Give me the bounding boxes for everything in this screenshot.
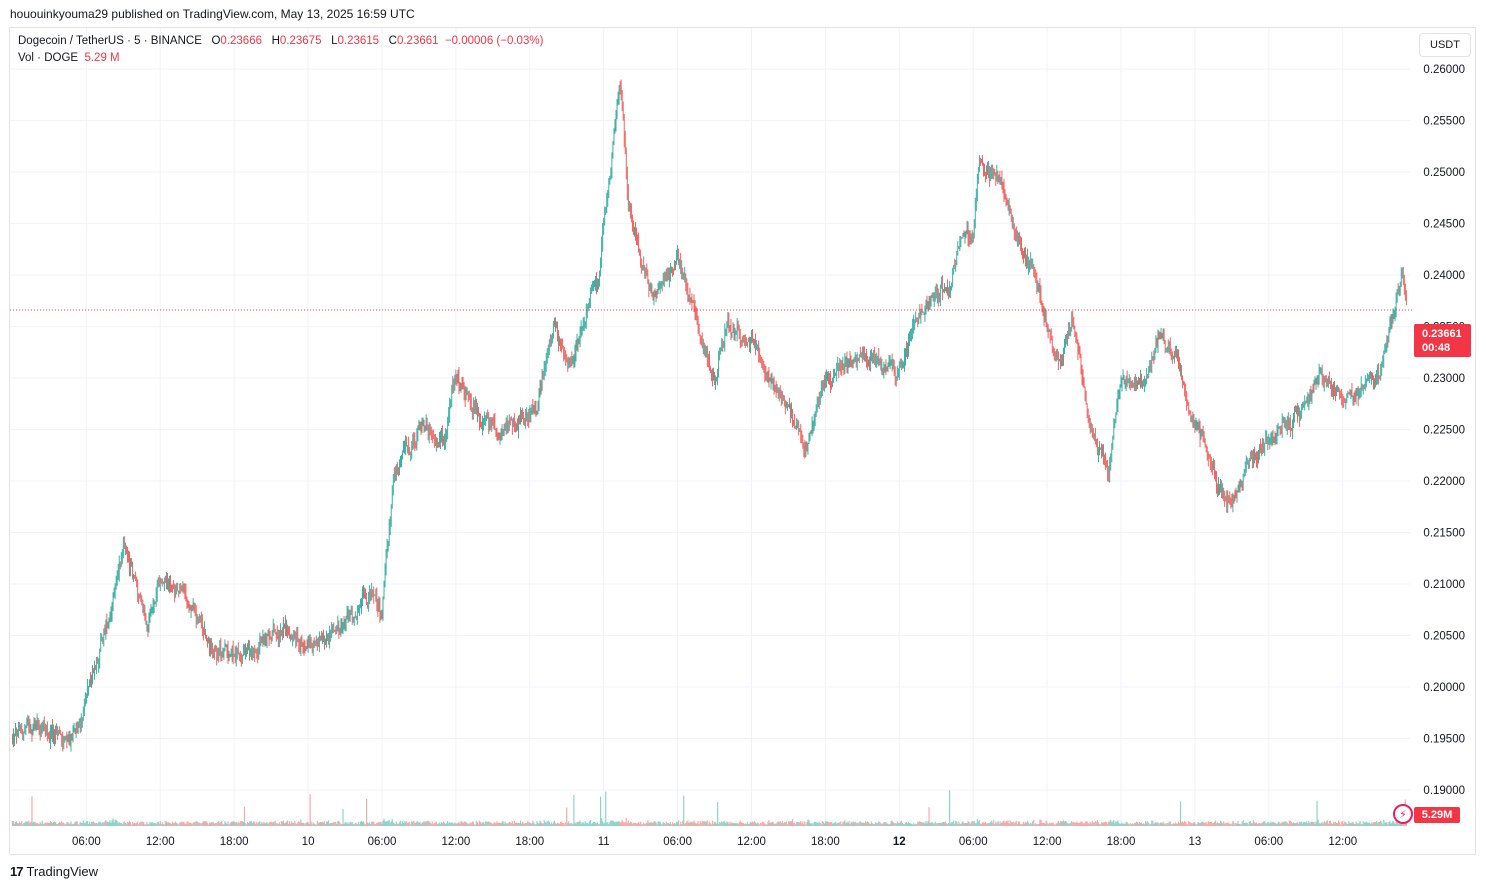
change-value: −0.00006 (−0.03%) <box>444 35 544 47</box>
x-tick-label: 06:00 <box>1254 836 1283 848</box>
high-value: 0.23675 <box>279 35 322 47</box>
x-tick-label: 10 <box>302 836 315 848</box>
y-tick-label: 0.21500 <box>1423 528 1465 540</box>
x-tick-label: 06:00 <box>72 836 101 848</box>
high-label: H <box>271 35 280 47</box>
y-tick-label: 0.19000 <box>1423 785 1465 797</box>
y-tick-label: 0.24500 <box>1423 219 1465 231</box>
published-line: hououinkyouma29 published on TradingView… <box>10 7 415 21</box>
x-tick-label: 06:00 <box>368 836 397 848</box>
x-tick-label: 18:00 <box>220 836 249 848</box>
x-tick-label: 12:00 <box>1033 836 1062 848</box>
bar-countdown: 00:48 <box>1422 342 1451 354</box>
y-tick-label: 0.26000 <box>1423 64 1465 76</box>
low-label: L <box>331 35 338 47</box>
y-tick-label: 0.25500 <box>1423 116 1465 128</box>
x-tick-label: 11 <box>598 836 610 848</box>
x-tick-label: 12:00 <box>737 836 766 848</box>
last-price-tag: 0.23661 00:48 <box>1414 324 1471 357</box>
y-tick-label: 0.24000 <box>1423 270 1465 282</box>
y-tick-label: 0.19500 <box>1423 733 1465 745</box>
y-tick-label: 0.25000 <box>1423 167 1465 179</box>
x-tick-label: 18:00 <box>515 836 544 848</box>
y-tick-label: 0.23000 <box>1423 373 1465 385</box>
symbol-name[interactable]: Dogecoin / TetherUS · 5 · BINANCE <box>18 35 202 47</box>
volume-value: 5.29 M <box>84 52 120 64</box>
volume-tag: 5.29M <box>1414 807 1460 823</box>
grid <box>10 28 1410 826</box>
tradingview-logo-icon: 17 <box>10 864 24 879</box>
x-axis: 06:00 12:00 18:00 10 06:00 12:00 18:00 11 06:00 1… <box>72 836 1357 848</box>
x-tick-label: 18:00 <box>1107 836 1136 848</box>
x-tick-label: 12:00 <box>1328 836 1357 848</box>
x-tick-label: 12:00 <box>146 836 175 848</box>
x-tick-label: 13 <box>1189 836 1202 848</box>
volume-bars <box>11 790 1407 826</box>
y-tick-label: 0.20500 <box>1423 631 1465 643</box>
chart-frame[interactable] <box>9 27 1476 855</box>
footer-brand: 17 TradingView <box>10 864 98 879</box>
x-tick-label: 06:00 <box>663 836 692 848</box>
y-tick-label: 0.21000 <box>1423 579 1465 591</box>
x-tick-label: 18:00 <box>811 836 840 848</box>
last-price-value: 0.23661 <box>1422 328 1462 340</box>
close-label: C <box>388 35 397 47</box>
footer-brand-text: TradingView <box>26 864 99 879</box>
lightning-icon[interactable]: ⚡ <box>1393 804 1413 824</box>
candles <box>12 79 1407 752</box>
open-value: 0.23666 <box>220 35 262 47</box>
y-axis: 0.260000.255000.250000.245000.240000.235… <box>1423 64 1465 797</box>
y-tick-label: 0.20000 <box>1423 682 1465 694</box>
currency-button[interactable]: USDT <box>1419 33 1471 57</box>
y-tick-label: 0.22000 <box>1423 476 1465 488</box>
x-tick-label: 12:00 <box>441 836 470 848</box>
volume-label[interactable]: Vol · DOGE <box>18 52 79 64</box>
close-value: 0.23661 <box>396 35 439 47</box>
volume-legend: Vol · DOGE 5.29 M <box>18 52 120 64</box>
symbol-legend: Dogecoin / TetherUS · 5 · BINANCE O0.236… <box>18 35 543 47</box>
low-value: 0.23615 <box>337 35 380 47</box>
open-label: O <box>211 35 221 47</box>
x-tick-label: 12 <box>893 836 906 848</box>
x-tick-label: 06:00 <box>959 836 988 848</box>
y-tick-label: 0.22500 <box>1423 425 1465 437</box>
